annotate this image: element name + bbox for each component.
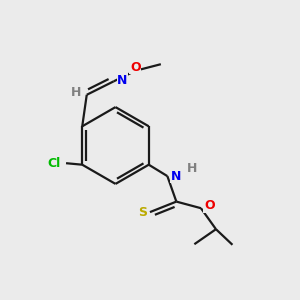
- Text: O: O: [204, 199, 214, 212]
- Text: H: H: [187, 162, 197, 175]
- Text: O: O: [130, 61, 141, 74]
- Text: S: S: [138, 206, 147, 219]
- Text: N: N: [171, 169, 181, 183]
- Text: N: N: [117, 74, 128, 87]
- Text: Cl: Cl: [47, 157, 61, 170]
- Text: H: H: [71, 86, 81, 99]
